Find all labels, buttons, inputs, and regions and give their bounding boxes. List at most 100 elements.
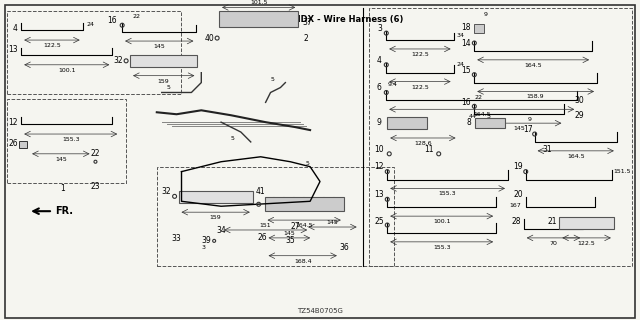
Text: 151: 151 [260, 223, 271, 228]
Bar [476, 118, 505, 128]
Text: 9: 9 [377, 118, 382, 127]
Text: 14: 14 [461, 38, 471, 48]
Text: 167: 167 [509, 203, 521, 208]
Text: 36: 36 [340, 243, 349, 252]
Text: 28: 28 [511, 217, 520, 226]
Text: 9: 9 [528, 117, 532, 122]
Text: 35: 35 [285, 236, 295, 245]
Text: 164.5: 164.5 [567, 154, 584, 159]
Text: 155.3: 155.3 [433, 245, 451, 250]
Text: 2017 Acura MDX - Wire Harness (6): 2017 Acura MDX - Wire Harness (6) [236, 15, 404, 24]
Text: 10: 10 [374, 145, 384, 154]
Text: 164.5: 164.5 [296, 223, 313, 228]
Text: 128.6: 128.6 [414, 141, 432, 146]
Text: 3: 3 [486, 114, 490, 119]
Bar [219, 12, 298, 27]
Text: 155.3: 155.3 [439, 191, 456, 196]
Text: 32: 32 [113, 56, 123, 65]
Text: 41: 41 [256, 187, 266, 196]
Text: 34: 34 [456, 33, 465, 38]
Text: FR.: FR. [55, 206, 73, 216]
Text: 44: 44 [468, 114, 476, 119]
Bar [8, 12, 180, 94]
Text: 16: 16 [108, 16, 117, 25]
Text: 27: 27 [291, 221, 300, 230]
Text: 18: 18 [461, 23, 471, 32]
Text: 164.5: 164.5 [524, 63, 542, 68]
Text: 34: 34 [216, 227, 226, 236]
Bar [387, 117, 427, 129]
Text: 155.3: 155.3 [62, 137, 79, 142]
Text: 22: 22 [474, 95, 483, 100]
Text: 12: 12 [374, 162, 384, 171]
Text: 3: 3 [201, 245, 205, 250]
Text: 145: 145 [326, 220, 338, 225]
Text: 26: 26 [258, 233, 268, 242]
Text: 4: 4 [377, 56, 382, 65]
Text: 5: 5 [231, 136, 235, 141]
Text: 22: 22 [91, 149, 100, 158]
Text: 29: 29 [574, 111, 584, 120]
Bar [369, 8, 632, 266]
Text: 25: 25 [374, 217, 384, 226]
Bar [264, 197, 344, 211]
Text: 5: 5 [271, 77, 275, 82]
Text: 5: 5 [166, 85, 171, 90]
Text: 19: 19 [513, 162, 523, 171]
Text: 26: 26 [8, 140, 18, 148]
Bar [559, 217, 614, 229]
Text: 8: 8 [466, 118, 471, 127]
Text: 159: 159 [210, 215, 221, 220]
Text: 122.5: 122.5 [578, 241, 595, 246]
Text: 4: 4 [13, 24, 18, 33]
Text: 159: 159 [158, 79, 170, 84]
Text: 151.5: 151.5 [614, 169, 631, 174]
Text: 33: 33 [172, 234, 182, 244]
Text: 145: 145 [284, 231, 295, 236]
Text: 145: 145 [513, 126, 525, 131]
Text: 32: 32 [162, 187, 172, 196]
Bar [157, 167, 394, 266]
Bar [130, 55, 197, 67]
Text: 6: 6 [377, 83, 382, 92]
Bar [179, 191, 253, 203]
Text: 70: 70 [550, 241, 557, 246]
Text: 37: 37 [302, 18, 312, 27]
Text: 20: 20 [513, 190, 523, 199]
Text: 22: 22 [132, 14, 140, 19]
Text: 16: 16 [461, 98, 471, 107]
Bar [19, 141, 28, 148]
Text: 100.1: 100.1 [58, 68, 76, 73]
Text: 12: 12 [8, 118, 18, 127]
Text: 17: 17 [523, 124, 532, 133]
Bar [474, 24, 484, 33]
Text: 30: 30 [574, 96, 584, 105]
Bar [8, 100, 126, 183]
Text: 145: 145 [55, 157, 67, 162]
Text: 11: 11 [424, 145, 433, 154]
Text: TZ54B0705G: TZ54B0705G [297, 308, 343, 314]
Text: 24: 24 [86, 22, 95, 27]
Text: 15: 15 [461, 66, 471, 75]
Text: 13: 13 [374, 190, 384, 199]
Text: 5: 5 [305, 161, 309, 166]
Text: 2: 2 [303, 34, 308, 43]
Text: 158.9: 158.9 [527, 94, 545, 100]
Text: 122.5: 122.5 [43, 43, 61, 48]
Text: 122.5: 122.5 [411, 52, 429, 57]
Text: 1: 1 [60, 184, 65, 193]
Text: 31: 31 [543, 145, 552, 154]
Text: 23: 23 [91, 182, 100, 191]
Text: 9.4: 9.4 [387, 82, 397, 87]
Text: 24: 24 [456, 62, 465, 67]
Text: 3: 3 [377, 24, 382, 33]
Text: 100.1: 100.1 [433, 219, 451, 224]
Text: 40: 40 [204, 34, 214, 43]
Text: 39: 39 [202, 236, 211, 245]
Text: 13: 13 [8, 45, 18, 54]
Text: 101.5: 101.5 [250, 0, 268, 5]
Text: 164.5: 164.5 [473, 112, 490, 117]
Text: 168.4: 168.4 [294, 259, 312, 264]
Text: 21: 21 [548, 217, 557, 226]
Text: 145: 145 [154, 44, 165, 49]
